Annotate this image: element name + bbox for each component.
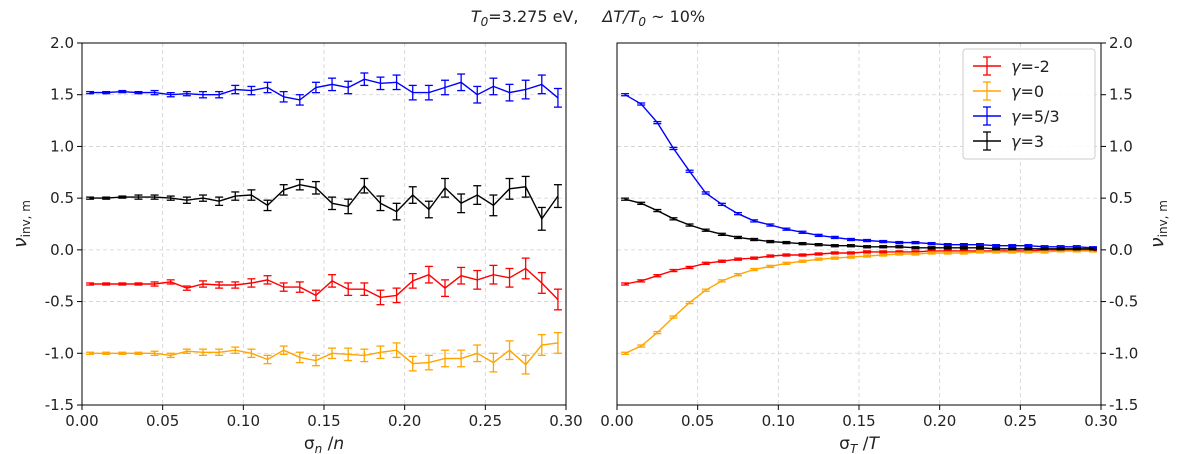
legend-label: γ=0: [1011, 82, 1044, 101]
y-tick-label: -1.0: [1109, 344, 1138, 362]
chart-panel-right: 0.00 0.05 0.10 0.15 0.20 0.25 0.30-1.5 -1.0 -0.5…: [600, 34, 1170, 454]
series-γ=0: [621, 249, 1097, 355]
y-tick-label: 1.5: [1109, 86, 1133, 104]
legend-box: [962, 48, 1096, 160]
y-tick-label: -0.5: [45, 293, 74, 311]
series-line: [624, 94, 1093, 249]
series-line: [90, 183, 559, 221]
series-γ=0: [86, 331, 562, 375]
series-line: [90, 342, 558, 366]
y-tick-label: -0.5: [1109, 293, 1138, 311]
series-line: [624, 250, 1093, 354]
x-tick-label: 0.00: [600, 412, 633, 430]
series-γ=-2: [86, 257, 562, 311]
x-tick-label: 0.15: [307, 412, 340, 430]
y-tick-label: 0.0: [1109, 241, 1133, 259]
x-tick-label: 0.25: [1004, 412, 1037, 430]
legend-item-γ=-2: γ=-2: [973, 56, 1050, 76]
x-tick-label: 0.15: [842, 412, 875, 430]
x-tick-label: 0.20: [388, 412, 421, 430]
legend-label: γ=3: [1011, 132, 1044, 151]
y-tick-label: -1.5: [1109, 396, 1138, 414]
y-tick-label: 2.0: [1109, 34, 1133, 52]
chart-panel-left: 0.00 0.05 0.10 0.15 0.20 0.25 0.30 -1.5 -1.0 -0.5…: [9, 34, 583, 454]
x-axis-label: σn /n: [304, 434, 344, 454]
legend-item-γ=3: γ=3: [973, 131, 1044, 151]
x-tick-label: 0.00: [65, 412, 98, 430]
y-tick-label: 0.5: [1109, 189, 1133, 207]
x-tick-label: 0.20: [923, 412, 956, 430]
x-tick-label: 0.05: [681, 412, 714, 430]
x-tick-label: 0.10: [762, 412, 795, 430]
series-γ=3: [621, 197, 1097, 251]
y-tick-label: 0.5: [50, 189, 74, 207]
y-tick-label: -1.0: [45, 344, 74, 362]
y-axis-label: νinv, m: [9, 200, 33, 248]
x-tick-label: 0.10: [227, 412, 260, 430]
y-tick-label: 2.0: [50, 34, 74, 52]
x-tick-label: 0.25: [469, 412, 502, 430]
y-tick-label: 0.0: [50, 241, 74, 259]
legend: γ=-2 γ=0 γ=5/3 γ=3: [962, 48, 1096, 160]
legend-label: γ=5/3: [1011, 107, 1060, 126]
x-axis-label: σT /T: [839, 434, 880, 454]
x-tick-label: 0.30: [549, 412, 582, 430]
legend-item-γ=0: γ=0: [973, 81, 1044, 101]
series-γ=5/3: [86, 72, 562, 108]
figure-title: T0=3.275 eV, ΔT/T0 ~ 10%: [471, 7, 705, 29]
y-tick-label: 1.0: [1109, 137, 1133, 155]
series-γ=3: [86, 175, 562, 231]
series-line: [90, 78, 559, 101]
x-tick-label: 0.30: [1084, 412, 1117, 430]
y-axis-label: νinv, m: [1146, 200, 1170, 248]
y-tick-label: 1.0: [50, 137, 74, 155]
legend-item-γ=5/3: γ=5/3: [973, 106, 1060, 126]
x-tick-label: 0.05: [146, 412, 179, 430]
series-line: [90, 267, 559, 300]
legend-label: γ=-2: [1011, 57, 1050, 76]
y-tick-label: 1.5: [50, 86, 74, 104]
y-tick-label: -1.5: [45, 396, 74, 414]
